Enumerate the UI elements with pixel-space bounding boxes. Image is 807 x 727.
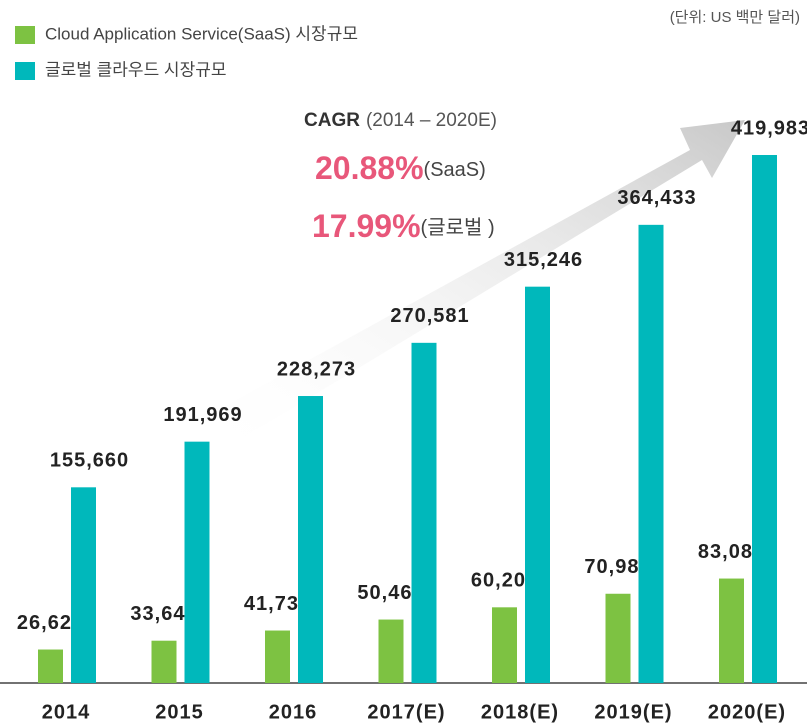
bar: [151, 640, 177, 683]
legend-label: Cloud Application Service(SaaS) 시장규모: [45, 24, 358, 43]
x-tick-label: 2014: [42, 701, 91, 723]
bar: [38, 649, 63, 683]
saas-cagr: 20.88%(SaaS): [315, 150, 486, 186]
bar: [265, 630, 290, 683]
x-tick-label: 2015: [155, 701, 204, 723]
cagr-period: (2014 – 2020E): [366, 110, 497, 131]
cagr-label: CAGR (2014 – 2020E): [304, 110, 497, 131]
saas-rate: 20.88%: [315, 150, 424, 186]
bar: [71, 487, 96, 683]
legend-swatch: [15, 62, 35, 80]
x-tick-label: 2016: [269, 701, 318, 723]
value-label: 70,988: [584, 556, 651, 578]
bar: [378, 619, 404, 683]
trend-arrow: [200, 120, 745, 455]
bar: [525, 286, 550, 683]
value-label: 315,246: [504, 249, 583, 271]
x-tick-label: 2017(E): [367, 701, 445, 723]
bar: [638, 224, 664, 684]
bar: [605, 593, 631, 683]
value-label: 191,969: [163, 404, 242, 426]
x-tick-label: 2020(E): [708, 701, 786, 723]
bar: [719, 578, 744, 683]
global-name: (글로벌 ): [421, 216, 495, 239]
bar: [184, 441, 210, 683]
value-label: 60,202: [471, 570, 538, 592]
bar: [298, 396, 323, 683]
value-label: 83,083: [698, 541, 765, 563]
x-tick-label: 2018(E): [481, 701, 559, 723]
value-label: 419,983: [731, 117, 807, 139]
global-rate: 17.99%: [312, 208, 421, 244]
value-label: 50,467: [357, 582, 424, 604]
bar: [752, 155, 777, 683]
value-label: 228,273: [277, 358, 356, 380]
x-tick-label: 2019(E): [594, 701, 672, 723]
legend-swatch: [15, 26, 35, 44]
legend-label: 글로벌 클라우드 시장규모: [45, 60, 227, 79]
value-label: 270,581: [390, 305, 469, 327]
value-label: 26,625: [17, 612, 84, 634]
value-label: 155,660: [50, 450, 129, 472]
bar: [411, 342, 437, 683]
bar: [492, 607, 517, 683]
global-cagr: 17.99%(글로벌 ): [312, 208, 495, 244]
value-label: 364,433: [617, 187, 696, 209]
cagr: CAGR: [304, 110, 360, 131]
value-label: 33,644: [130, 603, 197, 625]
unit-label: (단위: US 백만 달러): [670, 9, 800, 26]
value-label: 41,738: [244, 593, 311, 615]
saas-name: (SaaS): [424, 159, 486, 181]
